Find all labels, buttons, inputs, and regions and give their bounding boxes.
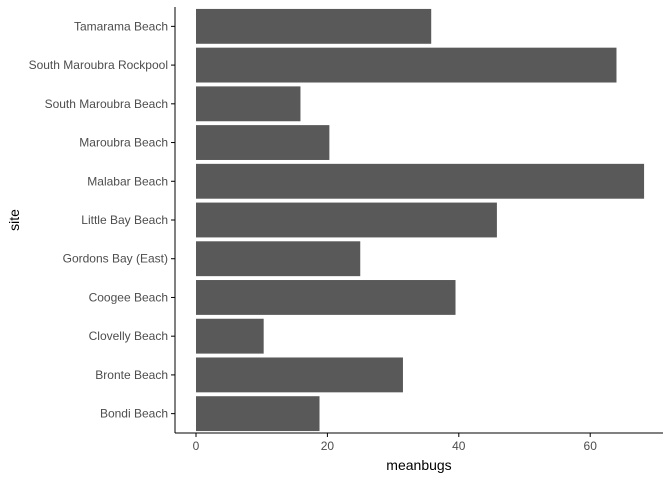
y-tick-label: Coogee Beach	[89, 290, 168, 304]
y-tick-label: Bondi Beach	[100, 407, 168, 421]
y-tick-label: South Maroubra Beach	[45, 97, 168, 111]
x-tick-label: 0	[193, 439, 200, 453]
y-tick-label: Malabar Beach	[87, 174, 168, 188]
y-tick-label: Maroubra Beach	[79, 136, 168, 150]
x-tick-label: 20	[321, 439, 335, 453]
x-tick-label: 60	[584, 439, 598, 453]
y-axis-title: site	[6, 209, 22, 231]
bar	[196, 47, 617, 83]
x-tick-label: 40	[452, 439, 466, 453]
y-tick-label: Little Bay Beach	[81, 213, 168, 227]
y-tick-label: Tamarama Beach	[74, 19, 168, 33]
bar	[196, 202, 497, 238]
bar	[196, 241, 361, 277]
bars-group	[196, 8, 645, 432]
bar	[196, 318, 264, 354]
bar	[196, 125, 330, 160]
y-tick-label: Bronte Beach	[95, 368, 168, 382]
y-axis-ticks: Bondi Beach Bronte Beach Clovelly Beach Coo…	[29, 19, 175, 421]
bar	[196, 86, 301, 122]
bar	[196, 357, 403, 393]
y-tick-label: Clovelly Beach	[89, 329, 168, 343]
y-tick-label: South Maroubra Rockpool	[29, 58, 168, 72]
y-tick-label: Gordons Bay (East)	[63, 252, 168, 266]
bar	[196, 280, 456, 315]
bar	[196, 396, 320, 432]
x-axis-ticks: 0 20 40 60	[193, 433, 598, 453]
bar	[196, 163, 645, 199]
x-axis-title: meanbugs	[386, 457, 451, 473]
bar	[196, 8, 432, 44]
